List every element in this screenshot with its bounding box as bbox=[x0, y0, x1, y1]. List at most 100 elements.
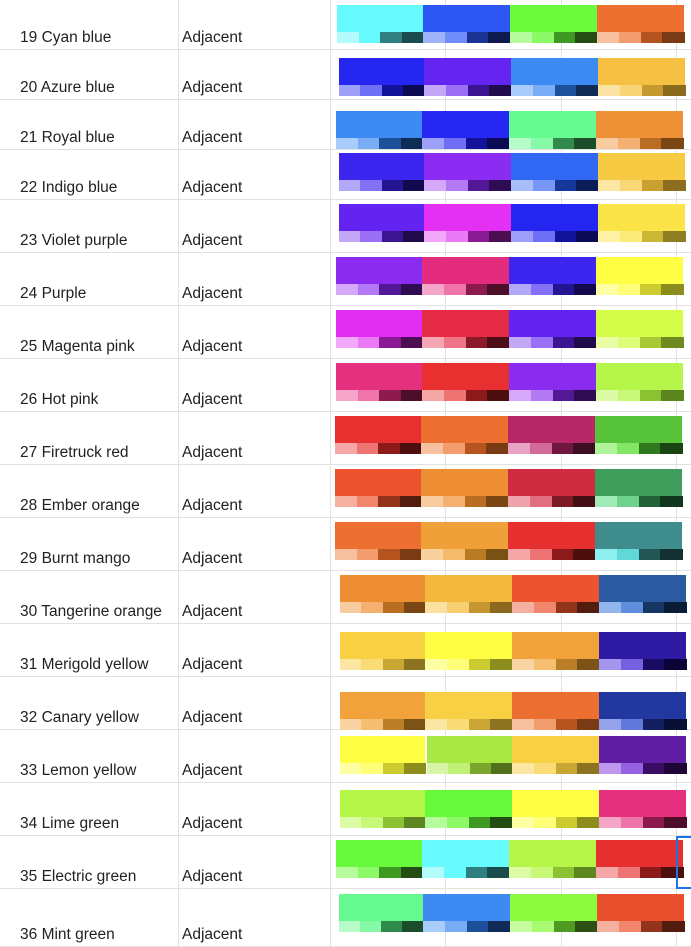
color-swatch[interactable] bbox=[508, 469, 596, 507]
color-swatch[interactable] bbox=[421, 522, 509, 560]
color-swatch[interactable] bbox=[512, 790, 600, 828]
color-swatch[interactable] bbox=[422, 310, 510, 348]
color-swatch[interactable] bbox=[509, 310, 597, 348]
color-swatch[interactable] bbox=[596, 257, 684, 295]
color-swatch[interactable] bbox=[509, 111, 597, 149]
color-swatch[interactable] bbox=[339, 153, 425, 191]
color-swatch[interactable] bbox=[599, 692, 687, 730]
color-swatch[interactable] bbox=[424, 204, 512, 242]
color-swatch[interactable] bbox=[508, 522, 596, 560]
color-swatch[interactable] bbox=[335, 416, 422, 454]
color-swatch[interactable] bbox=[509, 363, 597, 401]
color-swatch[interactable] bbox=[335, 522, 422, 560]
scheme-type-cell[interactable]: Adjacent bbox=[182, 815, 243, 832]
color-swatch[interactable] bbox=[340, 575, 426, 613]
scheme-type-cell[interactable]: Adjacent bbox=[182, 338, 243, 355]
color-swatch[interactable] bbox=[425, 575, 513, 613]
color-swatch[interactable] bbox=[511, 153, 599, 191]
color-swatch[interactable] bbox=[422, 840, 510, 878]
scheme-type-cell[interactable]: Adjacent bbox=[182, 656, 243, 673]
color-swatch[interactable] bbox=[425, 790, 513, 828]
color-swatch[interactable] bbox=[509, 840, 597, 878]
color-swatch[interactable] bbox=[511, 204, 599, 242]
color-name-cell[interactable]: 31 Merigold yellow bbox=[20, 656, 148, 674]
color-name-cell[interactable]: 36 Mint green bbox=[20, 926, 115, 944]
color-name-cell[interactable]: 34 Lime green bbox=[20, 815, 119, 833]
color-swatch[interactable] bbox=[596, 363, 684, 401]
color-swatch[interactable] bbox=[340, 632, 426, 670]
color-swatch[interactable] bbox=[598, 204, 686, 242]
scheme-type-cell[interactable]: Adjacent bbox=[182, 129, 243, 146]
color-name-cell[interactable]: 30 Tangerine orange bbox=[20, 603, 162, 621]
color-swatch[interactable] bbox=[340, 736, 426, 774]
color-name-cell[interactable]: 35 Electric green bbox=[20, 868, 136, 886]
scheme-type-cell[interactable]: Adjacent bbox=[182, 391, 243, 408]
color-swatch[interactable] bbox=[596, 310, 684, 348]
color-swatch[interactable] bbox=[596, 840, 684, 878]
color-swatch[interactable] bbox=[597, 5, 685, 43]
color-name-cell[interactable]: 29 Burnt mango bbox=[20, 550, 130, 568]
color-name-cell[interactable]: 26 Hot pink bbox=[20, 391, 98, 409]
scheme-type-cell[interactable]: Adjacent bbox=[182, 868, 243, 885]
color-swatch[interactable] bbox=[424, 58, 512, 96]
color-swatch[interactable] bbox=[512, 692, 600, 730]
color-swatch[interactable] bbox=[340, 692, 426, 730]
scheme-type-cell[interactable]: Adjacent bbox=[182, 232, 243, 249]
color-swatch[interactable] bbox=[421, 469, 509, 507]
color-name-cell[interactable]: 25 Magenta pink bbox=[20, 338, 135, 356]
scheme-type-cell[interactable]: Adjacent bbox=[182, 603, 243, 620]
color-swatch[interactable] bbox=[336, 111, 423, 149]
color-name-cell[interactable]: 32 Canary yellow bbox=[20, 709, 139, 727]
color-swatch[interactable] bbox=[512, 736, 600, 774]
scheme-type-cell[interactable]: Adjacent bbox=[182, 179, 243, 196]
color-name-cell[interactable]: 33 Lemon yellow bbox=[20, 762, 136, 780]
color-swatch[interactable] bbox=[595, 416, 683, 454]
color-swatch[interactable] bbox=[510, 5, 598, 43]
scheme-type-cell[interactable]: Adjacent bbox=[182, 444, 243, 461]
color-swatch[interactable] bbox=[599, 632, 687, 670]
color-swatch[interactable] bbox=[599, 575, 687, 613]
color-swatch[interactable] bbox=[599, 790, 687, 828]
color-swatch[interactable] bbox=[337, 5, 424, 43]
color-swatch[interactable] bbox=[595, 469, 683, 507]
color-swatch[interactable] bbox=[596, 111, 684, 149]
scheme-type-cell[interactable]: Adjacent bbox=[182, 762, 243, 779]
color-swatch[interactable] bbox=[425, 692, 513, 730]
color-swatch[interactable] bbox=[336, 310, 423, 348]
color-swatch[interactable] bbox=[598, 153, 686, 191]
scheme-type-cell[interactable]: Adjacent bbox=[182, 29, 243, 46]
color-swatch[interactable] bbox=[427, 736, 513, 774]
color-swatch[interactable] bbox=[335, 469, 422, 507]
color-name-cell[interactable]: 23 Violet purple bbox=[20, 232, 127, 250]
color-swatch[interactable] bbox=[422, 257, 510, 295]
color-swatch[interactable] bbox=[508, 416, 596, 454]
color-swatch[interactable] bbox=[339, 204, 425, 242]
color-swatch[interactable] bbox=[512, 632, 600, 670]
scheme-type-cell[interactable]: Adjacent bbox=[182, 926, 243, 943]
color-swatch[interactable] bbox=[423, 5, 511, 43]
color-swatch[interactable] bbox=[336, 840, 423, 878]
color-name-cell[interactable]: 19 Cyan blue bbox=[20, 29, 111, 47]
selected-cell-outline[interactable] bbox=[676, 836, 691, 889]
color-name-cell[interactable]: 22 Indigo blue bbox=[20, 179, 117, 197]
color-swatch[interactable] bbox=[423, 894, 511, 932]
color-name-cell[interactable]: 24 Purple bbox=[20, 285, 86, 303]
color-swatch[interactable] bbox=[509, 257, 597, 295]
color-swatch[interactable] bbox=[339, 58, 425, 96]
color-swatch[interactable] bbox=[422, 111, 510, 149]
color-swatch[interactable] bbox=[512, 575, 600, 613]
color-swatch[interactable] bbox=[336, 257, 423, 295]
color-swatch[interactable] bbox=[510, 894, 598, 932]
scheme-type-cell[interactable]: Adjacent bbox=[182, 550, 243, 567]
scheme-type-cell[interactable]: Adjacent bbox=[182, 79, 243, 96]
color-swatch[interactable] bbox=[340, 790, 426, 828]
color-swatch[interactable] bbox=[336, 363, 423, 401]
color-name-cell[interactable]: 20 Azure blue bbox=[20, 79, 115, 97]
color-name-cell[interactable]: 21 Royal blue bbox=[20, 129, 115, 147]
color-swatch[interactable] bbox=[597, 894, 685, 932]
color-swatch[interactable] bbox=[598, 58, 686, 96]
scheme-type-cell[interactable]: Adjacent bbox=[182, 497, 243, 514]
color-swatch[interactable] bbox=[425, 632, 513, 670]
scheme-type-cell[interactable]: Adjacent bbox=[182, 285, 243, 302]
color-name-cell[interactable]: 28 Ember orange bbox=[20, 497, 140, 515]
